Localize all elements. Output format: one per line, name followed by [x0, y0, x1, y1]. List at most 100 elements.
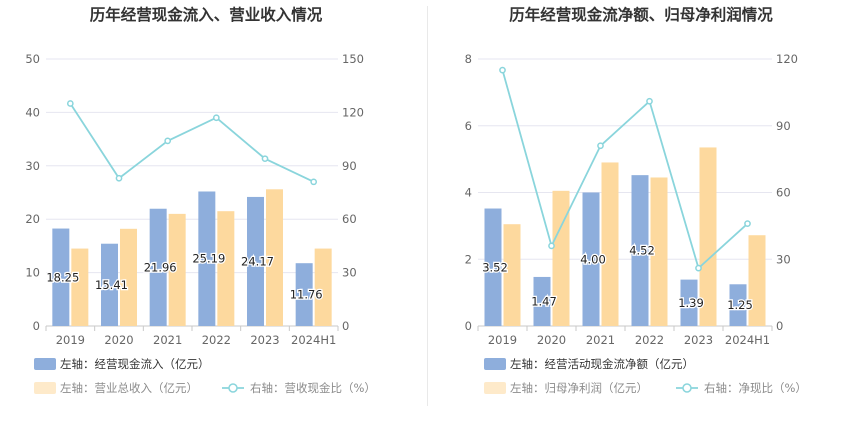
legend: 左轴：经营现金流入（亿元） 左轴：营业总收入（亿元） 右轴：营收现金比（%）: [34, 357, 376, 395]
legend-label: 右轴：营收现金比（%）: [250, 381, 376, 395]
legend-label: 左轴：经营活动现金流净额（亿元）: [510, 357, 694, 371]
right-tick-label: 30: [776, 252, 791, 266]
bar-series-2: [120, 228, 137, 326]
bar-series-2: [748, 235, 766, 326]
x-tick-label: 2024H1: [291, 333, 336, 347]
legend-label: 左轴：归母净利润（亿元）: [510, 381, 648, 395]
legend-swatch: [34, 358, 56, 370]
bar-data-label: 4.00: [580, 252, 606, 266]
bar-series-1: [247, 196, 264, 326]
right-tick-label: 90: [776, 119, 791, 133]
x-tick-label: 2021: [153, 333, 182, 347]
bar-series-2: [266, 189, 283, 326]
legend-item-bar2[interactable]: 左轴：归母净利润（亿元）: [484, 381, 648, 395]
bar-series-1: [582, 192, 600, 326]
legend-item-bar2[interactable]: 左轴：营业总收入（亿元）: [34, 381, 198, 395]
right-tick-label: 150: [342, 52, 364, 66]
left-tick-label: 8: [465, 52, 472, 66]
right-tick-label: 30: [342, 266, 357, 280]
left-tick-label: 2: [465, 252, 472, 266]
x-tick-label: 2019: [488, 333, 517, 347]
bar-series-1: [484, 208, 502, 326]
bar-data-label: 15.41: [95, 278, 128, 292]
bar-series-2: [650, 177, 668, 326]
legend-label: 左轴：营业总收入（亿元）: [60, 381, 198, 395]
line-point: [744, 220, 751, 227]
left-tick-label: 6: [465, 119, 472, 133]
legend: 左轴：经营活动现金流净额（亿元） 左轴：归母净利润（亿元） 右轴：净现比（%）: [484, 357, 807, 395]
right-tick-label: 90: [342, 159, 357, 173]
bar-data-label: 4.52: [629, 244, 655, 258]
bar-series-1: [631, 175, 649, 326]
bar-series-2: [699, 147, 717, 326]
right-tick-label: 0: [342, 319, 349, 333]
left-tick-label: 20: [25, 212, 40, 226]
legend-item-line[interactable]: 右轴：营收现金比（%）: [222, 381, 376, 395]
line-point: [164, 137, 172, 145]
bar-series-2: [503, 224, 521, 326]
x-tick-label: 2022: [635, 333, 664, 347]
bar-series-2: [552, 190, 570, 326]
legend-swatch: [484, 382, 506, 394]
line-point: [646, 97, 653, 105]
line-point: [212, 114, 220, 122]
chart-panel-2: 历年经营现金流净额、归母净利润情况 0 2 4 6 8 0 30 60 90 120 2019 2020…: [465, 5, 807, 395]
bar-series-2: [217, 211, 235, 326]
legend-item-line[interactable]: 右轴：净现比（%）: [676, 381, 807, 395]
bar-series-1: [680, 279, 698, 326]
left-tick-label: 10: [25, 266, 40, 280]
bar-data-label: 1.39: [678, 296, 704, 310]
bar-data-label: 11.76: [290, 288, 323, 302]
left-tick-label: 30: [25, 159, 40, 173]
legend-label: 左轴：经营现金流入（亿元）: [60, 357, 210, 371]
bar-data-label: 1.47: [531, 294, 557, 308]
bar-series-1: [295, 263, 313, 326]
x-tick-label: 2020: [537, 333, 566, 347]
right-tick-label: 60: [342, 212, 357, 226]
right-tick-label: 120: [342, 105, 364, 119]
right-tick-label: 60: [776, 186, 791, 200]
bar-series-1: [101, 243, 118, 326]
x-tick-label: 2024H1: [725, 333, 770, 347]
line-point: [499, 66, 506, 74]
chart-title: 历年经营现金流入、营业收入情况: [90, 5, 323, 24]
bar-data-label: 1.25: [727, 298, 753, 312]
bar-data-label: 25.19: [192, 252, 225, 266]
legend-line-marker: [682, 383, 692, 393]
bar-series-1: [149, 208, 167, 326]
legend-item-bar1[interactable]: 左轴：经营活动现金流净额（亿元）: [484, 357, 694, 371]
left-tick-label: 0: [33, 319, 40, 333]
line-point: [597, 142, 604, 150]
bar-series-1: [52, 228, 70, 326]
line-point: [548, 242, 555, 250]
line-point: [261, 155, 269, 163]
legend-item-bar1[interactable]: 左轴：经营现金流入（亿元）: [34, 357, 210, 371]
line-point: [115, 174, 123, 182]
bar-series-1: [198, 191, 216, 326]
chart-title: 历年经营现金流净额、归母净利润情况: [509, 5, 773, 24]
legend-swatch: [34, 382, 56, 394]
x-tick-label: 2020: [104, 333, 133, 347]
bar-series-1: [729, 284, 747, 326]
bar-data-label: 24.17: [241, 254, 274, 268]
bar-data-label: 21.96: [144, 260, 177, 274]
x-tick-label: 2022: [202, 333, 231, 347]
left-tick-label: 40: [25, 105, 40, 119]
right-tick-label: 120: [776, 52, 798, 66]
left-tick-label: 0: [465, 319, 472, 333]
line-series: [501, 69, 749, 270]
panel-divider: [427, 6, 428, 406]
x-tick-label: 2019: [56, 333, 85, 347]
x-tick-label: 2023: [250, 333, 279, 347]
x-tick-label: 2021: [586, 333, 615, 347]
x-tick-label: 2023: [684, 333, 713, 347]
line-point: [310, 178, 318, 186]
line-point: [695, 264, 702, 272]
bar-series-1: [533, 276, 551, 326]
right-tick-label: 0: [776, 319, 783, 333]
chart-panel-1: 历年经营现金流入、营业收入情况 0 10 20 30 40 50 0 30 60 90 120 150 2…: [25, 5, 376, 395]
bar-data-label: 3.52: [482, 260, 508, 274]
left-tick-label: 4: [465, 186, 472, 200]
